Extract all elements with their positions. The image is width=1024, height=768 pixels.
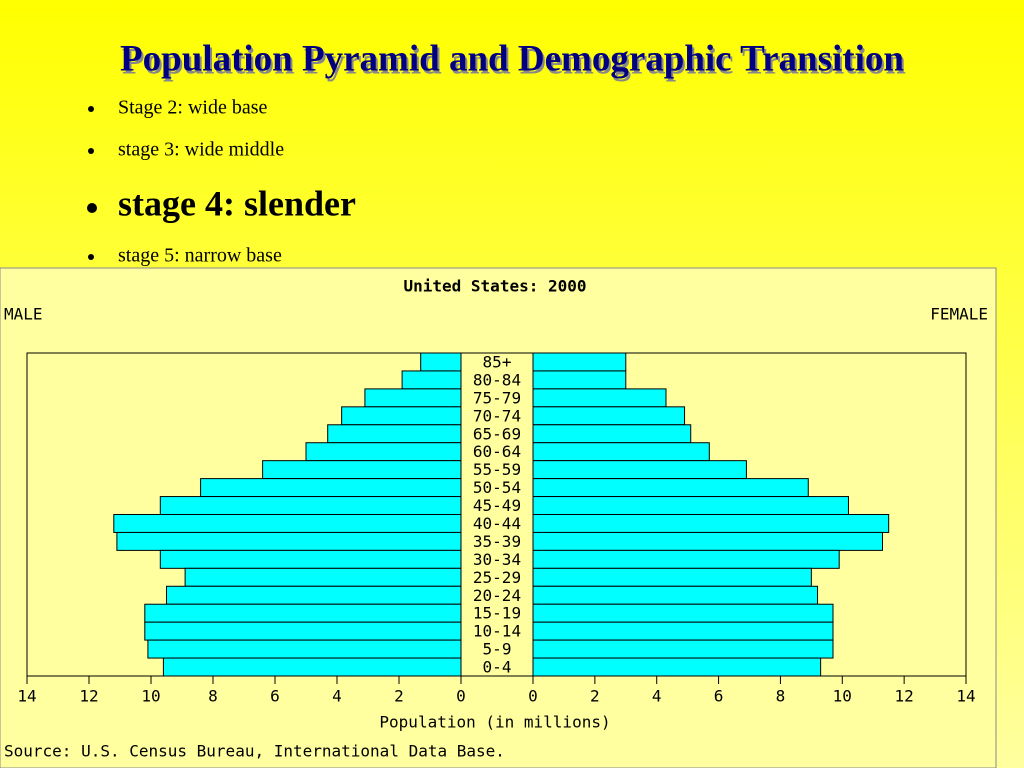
chart-title: United States: 2000 <box>403 277 586 296</box>
bar-male <box>200 478 462 498</box>
legend-male: MALE <box>4 305 43 324</box>
bullet <box>88 106 94 112</box>
x-axis-label: Population (in millions) <box>379 713 610 732</box>
age-label: 40-44 <box>473 514 521 533</box>
bar-male <box>305 442 462 462</box>
bar-male <box>401 370 462 390</box>
bar-female <box>532 621 834 641</box>
bar-female <box>532 388 667 408</box>
bar-male <box>166 585 462 605</box>
age-label: 50-54 <box>473 478 521 497</box>
plot-frame <box>26 352 967 677</box>
bar-female <box>532 567 812 587</box>
bar-male <box>341 406 462 426</box>
bar-male <box>113 514 462 533</box>
x-tick-label: 14 <box>17 687 36 706</box>
bullet-text: stage 3: wide middle <box>118 139 284 161</box>
age-label: 20-24 <box>473 586 521 605</box>
bar-female <box>532 442 710 462</box>
bullet-text: stage 4: slender <box>118 183 356 223</box>
bar-female <box>532 496 849 515</box>
bar-male <box>184 567 462 587</box>
bar-male <box>262 460 462 480</box>
bullet-text: stage 5: narrow base <box>118 245 282 267</box>
bar-male <box>159 549 462 569</box>
x-tick-label: 6 <box>714 687 724 706</box>
bar-male <box>162 657 462 677</box>
chart: United States: 2000 MALE FEMALE Populati… <box>0 267 997 768</box>
x-tick-label: 0 <box>456 687 466 706</box>
x-tick-label: 4 <box>332 687 342 706</box>
age-label: 55-59 <box>473 460 521 479</box>
age-label: 30-34 <box>473 550 521 569</box>
age-label: 10-14 <box>473 622 521 641</box>
bar-female <box>532 514 890 533</box>
source: Source: U.S. Census Bureau, Internationa… <box>4 742 505 761</box>
bar-female <box>532 406 686 426</box>
bullet <box>88 254 94 260</box>
x-tick-label: 8 <box>776 687 786 706</box>
age-label: 85+ <box>483 352 512 371</box>
age-label: 70-74 <box>473 406 521 425</box>
x-tick-label: 14 <box>956 687 975 706</box>
bar-male <box>144 621 462 641</box>
age-label: 60-64 <box>473 442 521 461</box>
bullet <box>87 203 97 213</box>
bar-female <box>532 478 809 498</box>
x-tick-label: 4 <box>652 687 662 706</box>
age-label: 75-79 <box>473 388 521 407</box>
age-label: 5-9 <box>483 640 512 659</box>
bar-female <box>532 370 627 390</box>
bar-female <box>532 657 822 677</box>
bullet-text: Stage 2: wide base <box>118 97 268 119</box>
bar-female <box>532 352 627 372</box>
x-tick-label: 10 <box>833 687 852 706</box>
bar-male <box>116 531 462 551</box>
bar-female <box>532 424 692 444</box>
age-label: 80-84 <box>473 370 521 389</box>
age-label: 45-49 <box>473 496 521 515</box>
bar-female <box>532 531 883 551</box>
bar-male <box>327 424 462 444</box>
x-tick-label: 12 <box>79 687 98 706</box>
bar-male <box>364 388 462 408</box>
x-tick-label: 2 <box>394 687 404 706</box>
x-tick-label: 2 <box>590 687 600 706</box>
bar-male <box>420 352 462 372</box>
age-label: 35-39 <box>473 532 521 551</box>
bar-female <box>532 549 840 569</box>
bar-male <box>147 639 462 659</box>
bar-female <box>532 603 834 623</box>
bullet <box>88 148 94 154</box>
x-tick-label: 6 <box>270 687 280 706</box>
slide-title: Population Pyramid and Demographic Trans… <box>120 38 904 79</box>
bar-female <box>532 639 834 659</box>
age-label: 15-19 <box>473 604 521 623</box>
bar-male <box>159 496 462 515</box>
x-tick-label: 0 <box>528 687 538 706</box>
age-label: 0-4 <box>483 658 512 677</box>
legend-female: FEMALE <box>930 305 988 324</box>
bar-female <box>532 460 747 480</box>
age-label: 25-29 <box>473 568 521 587</box>
x-tick-label: 10 <box>141 687 160 706</box>
title-shadow: Population Pyramid and Demographic Trans… <box>122 41 906 82</box>
x-tick-label: 8 <box>208 687 218 706</box>
bar-male <box>144 603 462 623</box>
x-tick-label: 12 <box>895 687 914 706</box>
bar-female <box>532 585 819 605</box>
age-label: 65-69 <box>473 424 521 443</box>
